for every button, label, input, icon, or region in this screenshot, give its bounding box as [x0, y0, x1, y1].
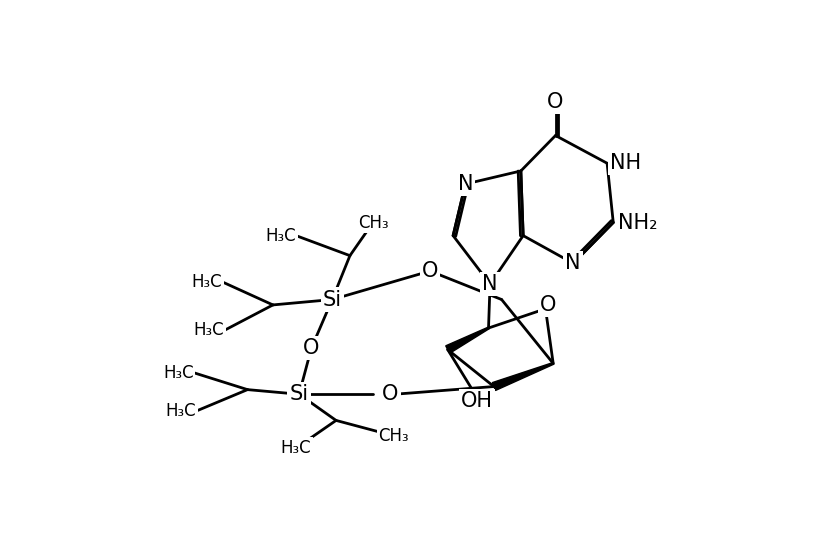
Polygon shape	[493, 363, 554, 390]
Text: H₃C: H₃C	[194, 321, 224, 340]
Text: O: O	[540, 295, 556, 315]
Text: Si: Si	[323, 289, 342, 309]
Text: H₃C: H₃C	[163, 364, 194, 382]
Text: O: O	[382, 384, 399, 404]
Polygon shape	[446, 327, 489, 354]
Text: H₃C: H₃C	[281, 439, 311, 457]
Text: H₃C: H₃C	[166, 402, 196, 420]
Text: N: N	[457, 174, 473, 194]
Text: H₃C: H₃C	[191, 273, 222, 291]
Text: O: O	[303, 338, 320, 358]
Text: H₃C: H₃C	[265, 226, 296, 245]
Text: Si: Si	[289, 384, 309, 404]
Text: N: N	[482, 274, 498, 294]
Text: O: O	[547, 92, 564, 112]
Text: CH₃: CH₃	[358, 213, 388, 232]
Text: NH: NH	[611, 153, 641, 173]
Text: O: O	[422, 261, 438, 281]
Text: CH₃: CH₃	[378, 427, 410, 445]
Text: NH₂: NH₂	[618, 212, 658, 232]
Text: N: N	[565, 253, 581, 273]
Text: OH: OH	[461, 391, 493, 411]
